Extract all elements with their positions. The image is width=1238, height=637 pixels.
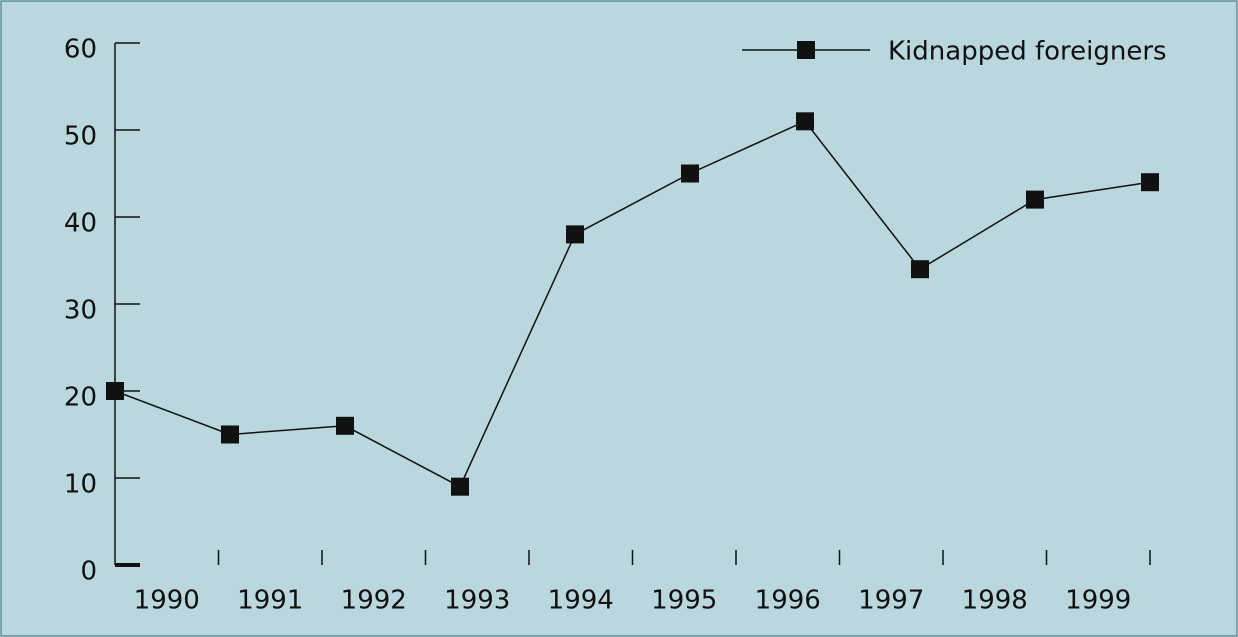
point-marker [796, 112, 814, 131]
x-tick-label: 1999 [1065, 586, 1131, 616]
point-marker [911, 260, 929, 279]
y-tick-label: 50 [64, 122, 97, 152]
point-marker [106, 382, 124, 400]
point-marker [336, 416, 354, 435]
y-tick-label: 10 [64, 470, 97, 500]
point-marker [451, 477, 469, 496]
point-marker [1141, 173, 1159, 192]
legend-marker [797, 41, 815, 59]
y-tick-label: 60 [64, 35, 97, 65]
x-tick-label: 1994 [548, 586, 614, 616]
x-tick-label: 1992 [341, 586, 407, 616]
y-tick-label: 20 [64, 383, 97, 413]
point-marker [681, 164, 699, 183]
x-tick-label: 1990 [134, 586, 200, 616]
point-marker [221, 425, 239, 444]
x-tick-label: 1995 [651, 586, 717, 616]
y-tick-label: 40 [64, 209, 97, 239]
series-line [114, 120, 1151, 488]
point-marker [1026, 190, 1044, 209]
x-tick-label: 1991 [237, 586, 303, 616]
x-tick-label: 1993 [444, 586, 510, 616]
point-marker [566, 225, 584, 244]
x-tick-label: 1997 [858, 586, 924, 616]
y-tick-label: 30 [64, 296, 97, 326]
y-tick-label: 0 [80, 557, 97, 587]
legend-label: Kidnapped foreigners [888, 37, 1167, 67]
x-tick-label: 1998 [962, 586, 1028, 616]
x-tick-label: 1996 [755, 586, 821, 616]
